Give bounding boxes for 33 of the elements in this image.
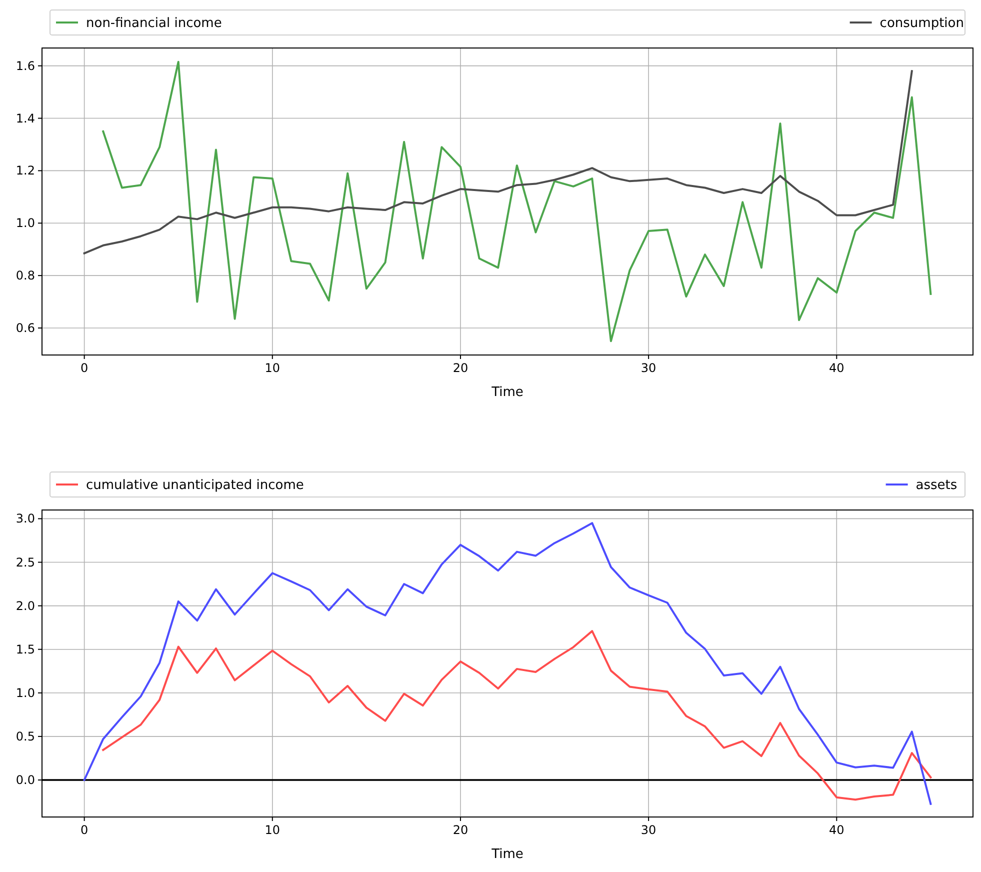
legend-label: assets (916, 478, 958, 493)
x-tick-label: 40 (829, 823, 844, 837)
y-tick-label: 0.8 (16, 268, 35, 283)
line-series (83, 70, 913, 254)
y-tick-label: 2.0 (16, 598, 35, 613)
y-tick-label: 2.5 (16, 555, 35, 570)
y-tick-label: 0.5 (16, 729, 35, 744)
x-tick-label: 30 (640, 361, 656, 375)
line-series (102, 60, 932, 342)
line-series (102, 630, 932, 801)
y-tick-label: 1.4 (16, 111, 35, 126)
x-tick-label: 10 (264, 823, 280, 837)
legend-label: cumulative unanticipated income (86, 478, 304, 493)
x-tick-label: 20 (452, 361, 468, 375)
x-tick-label: 0 (80, 823, 88, 837)
legend-label: consumption (880, 16, 964, 31)
x-axis-title: Time (490, 385, 524, 400)
line-series (83, 522, 932, 805)
y-tick-label: 1.0 (16, 216, 35, 230)
x-tick-label: 30 (640, 823, 656, 837)
y-tick-label: 0.0 (16, 772, 35, 787)
y-tick-label: 1.6 (16, 58, 35, 73)
y-tick-label: 1.0 (16, 686, 35, 700)
legend-label: non-financial income (86, 16, 222, 31)
x-tick-label: 40 (829, 361, 844, 375)
x-axis-title: Time (490, 847, 524, 862)
x-tick-label: 10 (264, 361, 280, 375)
y-tick-label: 1.2 (16, 164, 35, 178)
x-tick-label: 20 (452, 823, 468, 837)
y-tick-label: 1.5 (16, 642, 35, 656)
y-tick-label: 3.0 (16, 512, 35, 526)
y-tick-label: 0.6 (16, 320, 35, 335)
x-tick-label: 0 (80, 361, 88, 375)
